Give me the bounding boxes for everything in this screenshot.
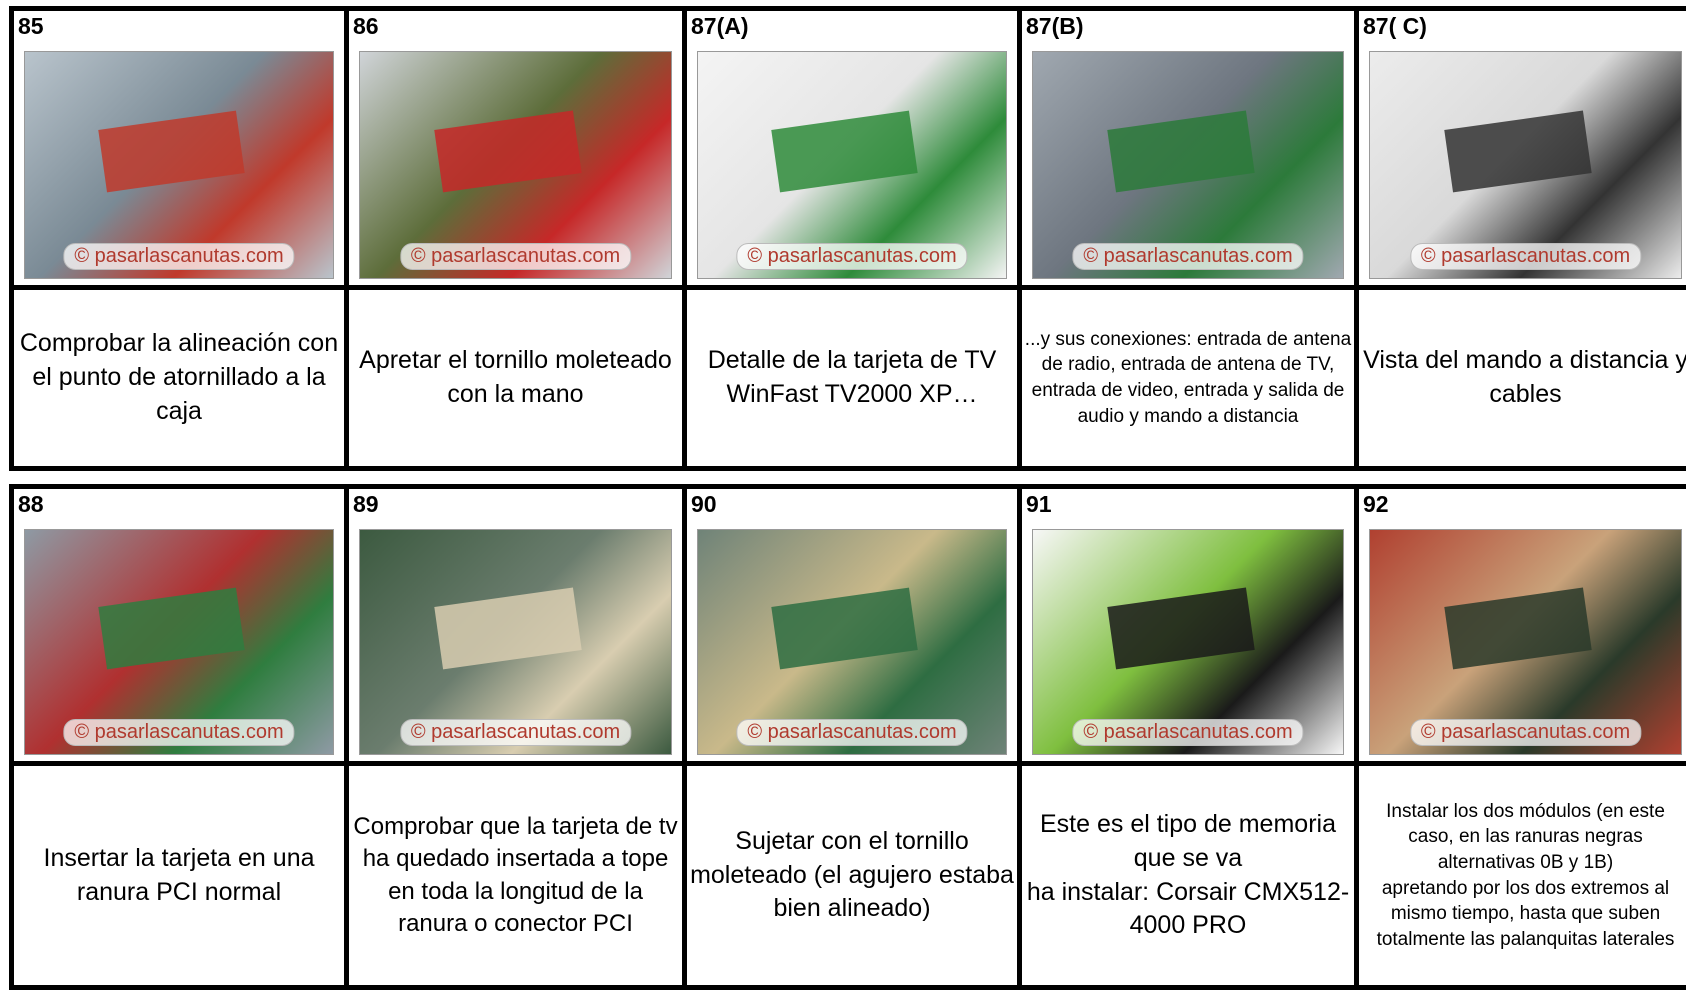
photo: © pasarlascanutas.com (697, 529, 1007, 755)
photo-detail (1106, 110, 1254, 193)
photo: © pasarlascanutas.com (359, 529, 672, 755)
watermark: © pasarlascanutas.com (1072, 719, 1304, 746)
caption-cell: ...y sus conexiones: entrada de antena d… (1017, 285, 1359, 471)
photo: © pasarlascanutas.com (1369, 529, 1682, 755)
cell-number: 87(B) (1026, 13, 1084, 39)
cell-number: 87( C) (1363, 13, 1427, 39)
cell-number: 87(A) (691, 13, 749, 39)
photo-cell: 89 © pasarlascanutas.com (344, 484, 687, 766)
photo: © pasarlascanutas.com (697, 51, 1007, 279)
caption-text: ...y sus conexiones: entrada de antena d… (1024, 328, 1352, 427)
watermark: © pasarlascanutas.com (63, 719, 295, 746)
photo-cell: 90 © pasarlascanutas.com (682, 484, 1022, 766)
caption-text: Comprobar la alineación con el punto de … (19, 329, 339, 425)
photo: © pasarlascanutas.com (1032, 529, 1344, 755)
photo-cell: 87( C) © pasarlascanutas.com (1354, 6, 1686, 290)
watermark: © pasarlascanutas.com (63, 243, 295, 270)
photo-cell: 87(A) © pasarlascanutas.com (682, 6, 1022, 290)
photo: © pasarlascanutas.com (24, 529, 334, 755)
photo-cell: 92 © pasarlascanutas.com (1354, 484, 1686, 766)
photo-cell: 86 © pasarlascanutas.com (344, 6, 687, 290)
caption-cell: Este es el tipo de memoria que se va ha … (1017, 761, 1359, 990)
caption-cell: Apretar el tornillo moleteado con la man… (344, 285, 687, 471)
watermark: © pasarlascanutas.com (399, 243, 632, 270)
watermark: © pasarlascanutas.com (736, 719, 968, 746)
photo-detail (98, 110, 245, 193)
caption-cell: Insertar la tarjeta en una ranura PCI no… (9, 761, 349, 990)
cell-number: 92 (1363, 491, 1389, 517)
cell-number: 88 (18, 491, 44, 517)
caption-cell: Instalar los dos módulos (en este caso, … (1354, 761, 1686, 990)
caption-text: Comprobar que la tarjeta de tv ha quedad… (353, 812, 678, 937)
photo-detail (1444, 587, 1592, 670)
photo-detail (434, 110, 582, 193)
caption-text: Apretar el tornillo moleteado con la man… (359, 346, 672, 408)
caption-text: Vista del mando a distancia y cables (1363, 346, 1686, 408)
photo-detail (434, 587, 582, 670)
cell-number: 90 (691, 491, 717, 517)
caption-text: Este es el tipo de memoria que se va ha … (1026, 810, 1350, 940)
watermark: © pasarlascanutas.com (399, 719, 632, 746)
photo-detail (1106, 587, 1254, 670)
photo-cell: 85 © pasarlascanutas.com (9, 6, 349, 290)
caption-cell: Sujetar con el tornillo moleteado (el ag… (682, 761, 1022, 990)
photo-cell: 91 © pasarlascanutas.com (1017, 484, 1359, 766)
caption-text: Instalar los dos módulos (en este caso, … (1376, 800, 1675, 950)
caption-text: Detalle de la tarjeta de TV WinFast TV20… (707, 346, 997, 408)
watermark: © pasarlascanutas.com (1409, 719, 1642, 746)
photo: © pasarlascanutas.com (24, 51, 334, 279)
photo: © pasarlascanutas.com (1369, 51, 1682, 279)
caption-cell: Comprobar que la tarjeta de tv ha quedad… (344, 761, 687, 990)
caption-cell: Comprobar la alineación con el punto de … (9, 285, 349, 471)
caption-cell: Vista del mando a distancia y cables (1354, 285, 1686, 471)
cell-number: 91 (1026, 491, 1052, 517)
photo-cell: 88 © pasarlascanutas.com (9, 484, 349, 766)
cell-number: 86 (353, 13, 379, 39)
caption-text: Sujetar con el tornillo moleteado (el ag… (690, 826, 1014, 923)
watermark: © pasarlascanutas.com (1409, 243, 1642, 270)
cell-number: 85 (18, 13, 44, 39)
photo-detail (98, 587, 245, 670)
watermark: © pasarlascanutas.com (1072, 243, 1304, 270)
cell-number: 89 (353, 491, 379, 517)
photo-detail (1444, 110, 1592, 193)
photo-cell: 87(B) © pasarlascanutas.com (1017, 6, 1359, 290)
caption-cell: Detalle de la tarjeta de TV WinFast TV20… (682, 285, 1022, 471)
photo-detail (771, 587, 918, 670)
photo: © pasarlascanutas.com (1032, 51, 1344, 279)
caption-text: Insertar la tarjeta en una ranura PCI no… (43, 843, 315, 906)
watermark: © pasarlascanutas.com (736, 243, 968, 270)
photo: © pasarlascanutas.com (359, 51, 672, 279)
photo-detail (771, 110, 918, 193)
